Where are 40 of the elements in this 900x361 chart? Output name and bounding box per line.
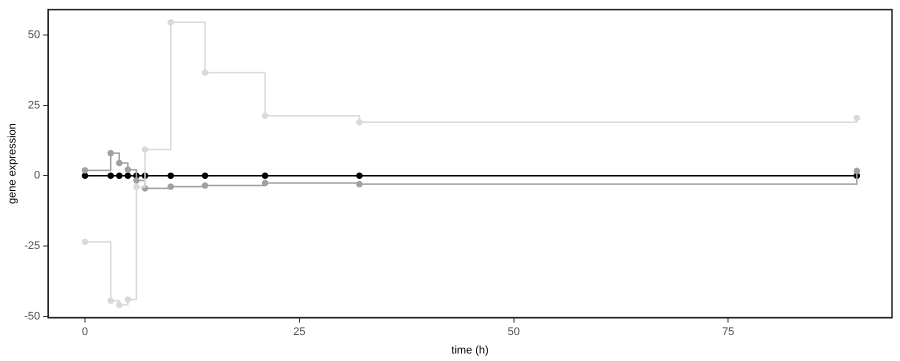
x-tick-label: 0 — [82, 326, 88, 338]
point — [124, 296, 132, 303]
point — [107, 150, 114, 156]
x-tick-label: 25 — [293, 326, 306, 338]
y-tick-label: 0 — [34, 170, 40, 182]
point — [133, 177, 140, 184]
point — [124, 172, 132, 179]
point — [356, 180, 363, 188]
point — [107, 297, 114, 304]
point — [133, 184, 140, 190]
point — [854, 114, 860, 122]
point — [202, 69, 208, 76]
point — [356, 172, 363, 179]
point — [167, 172, 174, 179]
y-tick-label: 50 — [28, 28, 40, 41]
point — [142, 146, 148, 153]
y-tick-label: -25 — [24, 240, 40, 252]
point — [167, 183, 174, 190]
point — [116, 172, 123, 179]
x-tick-label: 75 — [722, 326, 734, 338]
point — [854, 168, 860, 174]
point — [82, 167, 88, 174]
point — [262, 172, 268, 179]
x-tick-label: 50 — [508, 326, 520, 338]
point — [202, 172, 208, 179]
point — [356, 118, 363, 126]
point — [116, 302, 123, 308]
point — [116, 160, 123, 166]
x-axis-title: time (h) — [451, 344, 489, 356]
point — [124, 166, 132, 174]
y-tick-label: -50 — [24, 310, 40, 323]
point — [82, 238, 88, 246]
point — [82, 172, 88, 179]
y-tick-label: 25 — [28, 99, 40, 112]
point — [262, 180, 268, 186]
y-axis-title: gene expression — [6, 123, 19, 204]
point — [202, 182, 208, 189]
point — [107, 172, 114, 179]
point — [167, 19, 174, 26]
point — [262, 112, 268, 119]
